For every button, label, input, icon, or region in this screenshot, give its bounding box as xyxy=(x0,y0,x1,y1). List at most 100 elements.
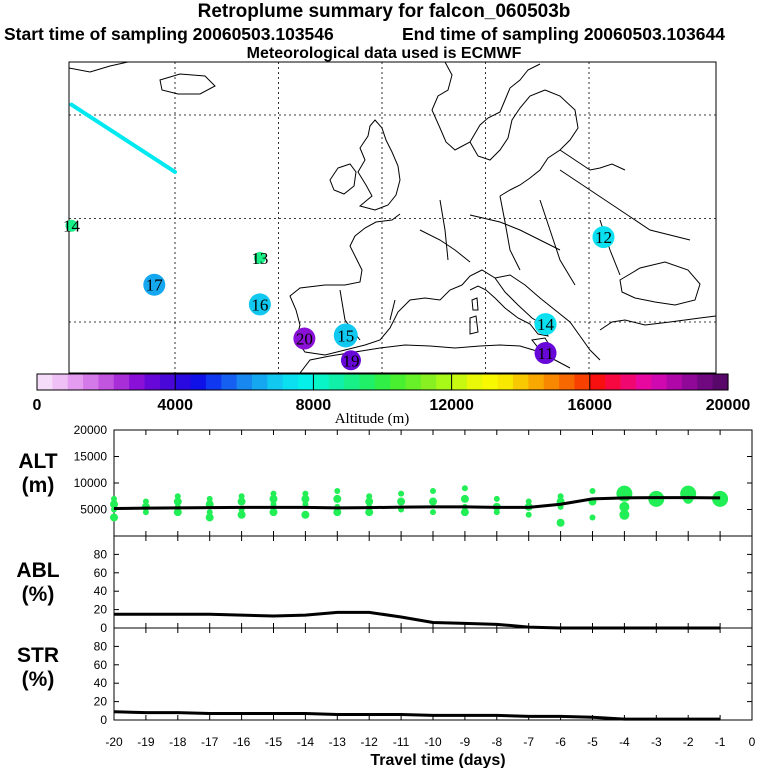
colorbar-swatch xyxy=(282,374,299,390)
altitude-spread-dot xyxy=(525,498,532,505)
altitude-spread-dot xyxy=(301,494,310,503)
colorbar-swatch xyxy=(635,374,652,390)
colorbar-ticks: 0 4000 8000 12000 16000 20000 xyxy=(33,374,750,414)
colorbar-swatch xyxy=(144,374,161,390)
map-cluster-point xyxy=(293,327,316,350)
map-cluster-point xyxy=(253,251,266,264)
altitude-spread-dot xyxy=(333,508,342,517)
altitude-spread-dot xyxy=(237,497,246,506)
x-tick-label: -4 xyxy=(619,735,630,749)
x-tick-label: -5 xyxy=(587,735,598,749)
colorbar-tick-label: 0 xyxy=(33,397,42,414)
colorbar-swatch xyxy=(436,374,453,390)
x-tick-label: -2 xyxy=(683,735,694,749)
altitude-spread-dot xyxy=(269,494,278,503)
map-point-label: 13 xyxy=(251,249,268,268)
colorbar-swatch xyxy=(344,374,361,390)
altitude-spread-dot xyxy=(302,490,309,497)
colorbar-swatch xyxy=(129,374,146,390)
colorbar-swatch xyxy=(175,374,192,390)
altitude-spread-dot xyxy=(461,485,468,492)
x-tick-label: -15 xyxy=(265,735,283,749)
colorbar-swatch xyxy=(52,374,69,390)
colorbar-swatch xyxy=(681,374,698,390)
altitude-spread-dot xyxy=(525,511,532,518)
colorbar-swatch xyxy=(374,374,391,390)
altitude-spread-dot xyxy=(460,494,469,503)
y-tick-label: 20 xyxy=(94,695,108,709)
colorbar-swatch xyxy=(697,374,714,390)
altitude-spread-dot xyxy=(206,495,213,502)
altitude-spread-dot xyxy=(302,501,309,508)
altitude-spread-dot xyxy=(712,490,729,507)
map-gridlines xyxy=(69,62,716,373)
x-tick-label: -10 xyxy=(424,735,442,749)
map-point-label: 20 xyxy=(296,330,313,349)
altitude-spread-dot xyxy=(619,501,630,512)
y-tick-label: 80 xyxy=(94,639,108,653)
end-time-text: End time of sampling 20060503.103644 xyxy=(402,24,725,44)
altitude-spread-dot xyxy=(589,514,596,521)
x-tick-label: -6 xyxy=(555,735,566,749)
x-tick-label: -9 xyxy=(460,735,471,749)
altitude-spread-dot xyxy=(430,509,436,516)
colorbar-swatch xyxy=(298,374,314,390)
map-cluster-point xyxy=(534,342,557,365)
mean-line xyxy=(113,496,721,510)
colorbar-swatch xyxy=(83,374,100,390)
x-tick-label: -8 xyxy=(491,735,502,749)
altitude-spread-dot xyxy=(460,508,469,517)
x-tick-label: -19 xyxy=(137,735,155,749)
y-axis-label-name: ABL xyxy=(16,559,59,582)
altitude-spread-dot xyxy=(174,493,181,500)
y-tick-label: 20 xyxy=(94,603,108,617)
x-tick-label: -3 xyxy=(651,735,662,749)
x-tick-label: -12 xyxy=(361,735,379,749)
x-tick-label: -20 xyxy=(105,735,123,749)
altitude-spread-dot xyxy=(237,510,246,519)
map-points: 14 13 17 16 20 15 19 14 11 12 xyxy=(63,217,615,371)
x-tick-label: -18 xyxy=(169,735,187,749)
y-tick-label: 0 xyxy=(100,621,107,635)
altitude-spread-dot xyxy=(589,487,596,494)
colorbar-swatch xyxy=(497,374,514,390)
main-title: Retroplume summary for falcon_060503b xyxy=(197,1,571,22)
x-tick-label: -13 xyxy=(329,735,347,749)
colorbar-swatch xyxy=(666,374,683,390)
map-point-label: 16 xyxy=(251,295,268,314)
x-tick-label: -11 xyxy=(393,735,410,749)
colorbar-tick-label: 4000 xyxy=(157,397,193,414)
altitude-spread-dot xyxy=(205,513,214,522)
altitude-spread-dot xyxy=(206,509,213,516)
y-tick-label: 20000 xyxy=(74,423,108,437)
y-tick-label: 40 xyxy=(94,584,108,598)
map-cluster-point xyxy=(592,226,615,249)
altitude-spread-dot xyxy=(429,497,437,506)
colorbar-swatch xyxy=(528,374,545,390)
map-cluster-point xyxy=(534,313,557,336)
colorbar-swatch xyxy=(420,374,437,390)
map-cluster-point xyxy=(143,273,166,296)
colorbar-tick-label: 8000 xyxy=(296,397,332,414)
colorbar-swatch xyxy=(67,374,84,390)
colorbar-swatch xyxy=(205,374,222,390)
altitude-spread-dot xyxy=(238,493,245,500)
colorbar-swatch xyxy=(190,374,207,390)
altitude-spread-dot xyxy=(557,493,564,500)
map-cluster-point xyxy=(333,323,358,348)
altitude-spread-dot xyxy=(619,509,630,520)
colorbar-swatch xyxy=(559,374,576,390)
colorbar-swatch xyxy=(328,374,345,390)
altitude-spread-dot xyxy=(333,494,342,503)
y-axis-label-name: STR xyxy=(17,644,59,667)
colorbar-swatch xyxy=(359,374,376,390)
altitude-spread-dot xyxy=(142,509,149,516)
x-tick-label: -1 xyxy=(715,735,726,749)
map-panel: 14 13 17 16 20 15 19 14 11 12 xyxy=(63,61,717,374)
altitude-spread-dot xyxy=(493,495,500,502)
altitude-spread-dot xyxy=(556,518,565,527)
colorbar-swatch xyxy=(390,374,407,390)
panel-1: 5000 10000 15000 20000 ALT(m) xyxy=(18,423,753,537)
map-point-label: 12 xyxy=(595,228,612,247)
altitude-spread-dot xyxy=(365,508,374,517)
